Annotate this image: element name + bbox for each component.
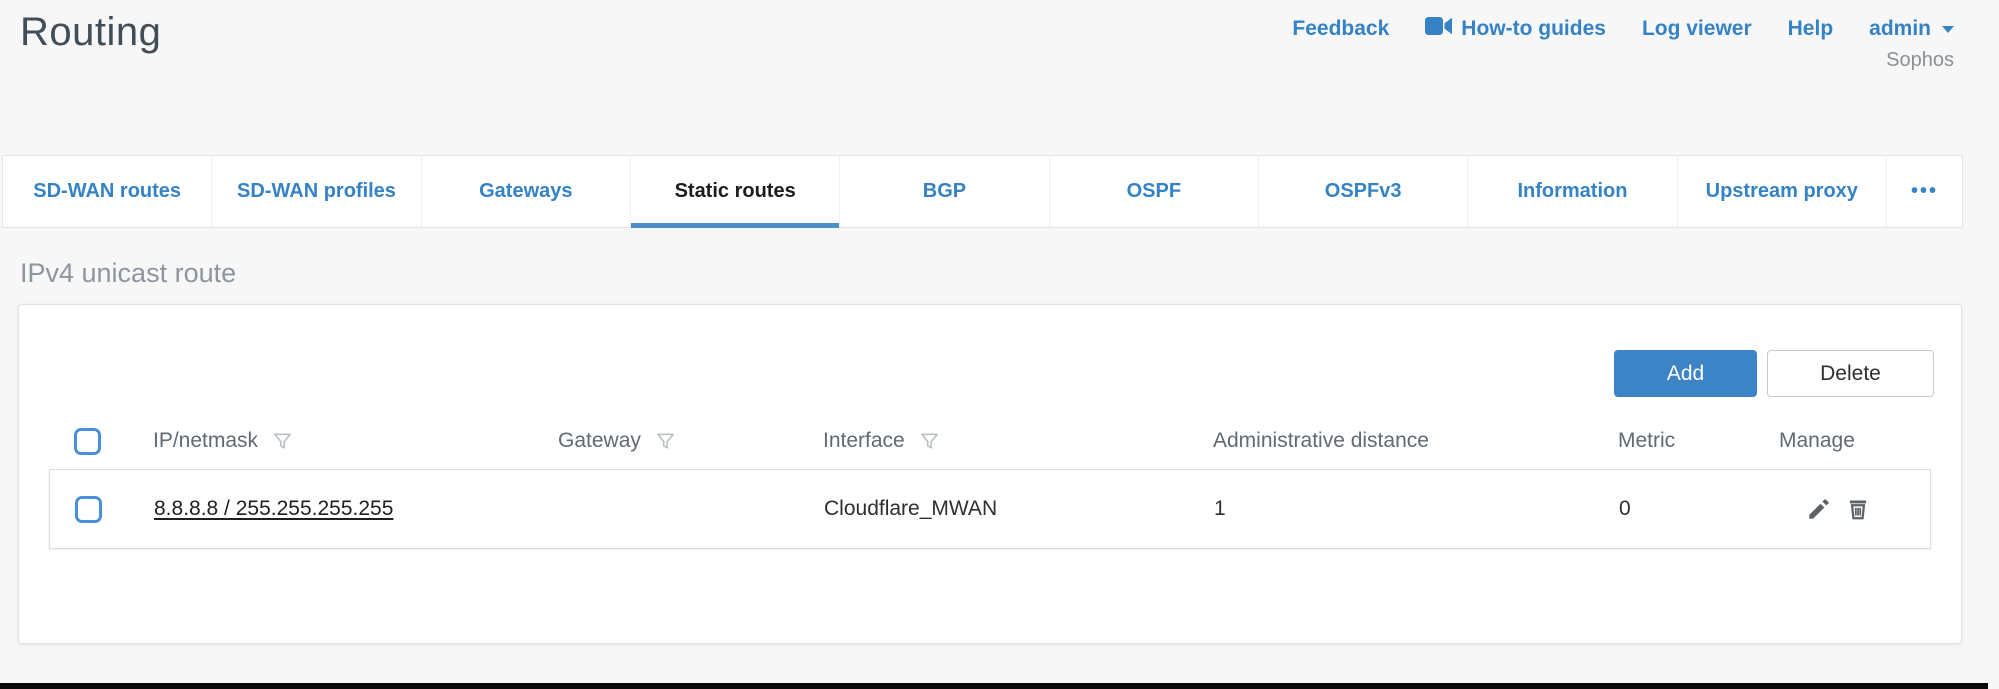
- table-header: IP/netmask Gateway Interface Administrat…: [49, 413, 1931, 469]
- tab-static-routes[interactable]: Static routes: [629, 156, 840, 228]
- col-header-ip-netmask: IP/netmask: [153, 429, 259, 452]
- table-body: 8.8.8.8 / 255.255.255.255 Cloudflare_MWA…: [49, 469, 1931, 549]
- route-ip-netmask-link[interactable]: 8.8.8.8 / 255.255.255.255: [154, 497, 394, 520]
- tab-bar: SD-WAN routes SD-WAN profiles Gateways S…: [2, 155, 1963, 228]
- tab-sdwan-routes[interactable]: SD-WAN routes: [33, 180, 182, 202]
- col-header-gateway: Gateway: [558, 429, 641, 452]
- tab-bgp[interactable]: BGP: [839, 156, 1048, 227]
- col-header-interface: Interface: [823, 429, 905, 452]
- tab-upstream-proxy[interactable]: Upstream proxy: [1676, 156, 1886, 227]
- delete-trash-icon[interactable]: [1845, 496, 1871, 522]
- tab-gateways[interactable]: Gateways: [420, 156, 630, 227]
- card-toolbar: Add Delete: [19, 305, 1961, 397]
- tab-ospfv3[interactable]: OSPFv3: [1257, 156, 1467, 227]
- routes-card: Add Delete IP/netmask Gateway Interface …: [18, 304, 1962, 644]
- route-interface-cell: Cloudflare_MWAN: [824, 497, 998, 520]
- help-link[interactable]: Help: [1787, 17, 1834, 40]
- filter-icon[interactable]: [271, 430, 294, 453]
- add-button[interactable]: Add: [1614, 350, 1757, 397]
- caret-down-icon: [1942, 25, 1954, 33]
- route-metric-cell: 0: [1619, 497, 1631, 520]
- delete-button[interactable]: Delete: [1767, 350, 1934, 397]
- log-viewer-link[interactable]: Log viewer: [1641, 17, 1752, 40]
- brand-text: Sophos: [1886, 49, 1954, 71]
- tab-information[interactable]: Information: [1467, 156, 1676, 227]
- tab-ospf[interactable]: OSPF: [1048, 156, 1258, 227]
- select-all-checkbox[interactable]: [74, 427, 101, 455]
- edit-pencil-icon[interactable]: [1806, 496, 1832, 522]
- table-row: 8.8.8.8 / 255.255.255.255 Cloudflare_MWA…: [50, 470, 1930, 548]
- utility-nav: Feedback How-to guides Log viewer Help a…: [1292, 16, 1954, 72]
- section-heading: IPv4 unicast route: [20, 258, 237, 288]
- tab-sdwan-profiles[interactable]: SD-WAN profiles: [211, 156, 420, 227]
- page-title: Routing: [20, 10, 162, 54]
- admin-menu[interactable]: admin: [1869, 17, 1954, 41]
- col-header-metric: Metric: [1618, 429, 1676, 452]
- tab-overflow-ellipsis-icon[interactable]: •••: [1885, 156, 1962, 227]
- row-checkbox[interactable]: [75, 495, 102, 523]
- video-camera-icon: [1425, 16, 1453, 42]
- howto-guides-link[interactable]: How-to guides: [1425, 16, 1606, 42]
- top-header: Routing Feedback How-to guides Log viewe…: [0, 0, 1999, 155]
- col-header-admin-distance: Administrative distance: [1213, 429, 1429, 452]
- col-header-manage: Manage: [1779, 429, 1855, 452]
- bottom-edge-strip: [0, 683, 1988, 689]
- route-admin-distance-cell: 1: [1214, 497, 1226, 520]
- feedback-link[interactable]: Feedback: [1292, 17, 1390, 40]
- filter-icon[interactable]: [654, 430, 677, 453]
- filter-icon[interactable]: [918, 430, 941, 453]
